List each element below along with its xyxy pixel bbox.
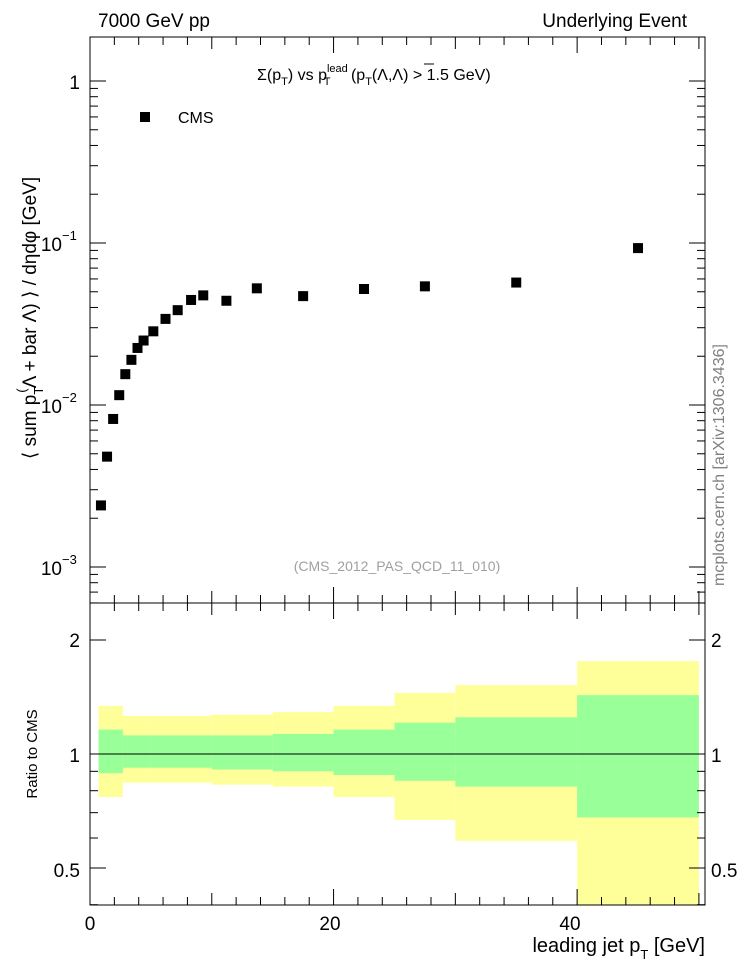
inner-band-segment: [272, 733, 334, 772]
data-point: [160, 313, 171, 324]
mcplots-watermark: mcplots.cern.ch [arXiv:1306.3436]: [711, 344, 728, 586]
inner-band-segment: [394, 722, 456, 781]
ratio-ytick-left-0.5: 0.5: [54, 861, 80, 882]
main-y-axis-label: ⟨ sum pT(Λ + bar Λ) ⟩ / dηdφ [GeV]: [14, 177, 46, 459]
data-point: [251, 283, 262, 294]
xtick-label-0: 0: [85, 914, 96, 935]
ratio-ytick-right-0.5: 0.5: [711, 861, 737, 882]
inner-band-segment: [98, 729, 123, 774]
main-axis-ticks: [89, 37, 705, 604]
inner-band-segment: [455, 717, 578, 787]
inner-band-segment: [577, 695, 699, 818]
data-point: [221, 295, 232, 306]
main-data-points: [95, 243, 644, 511]
data-point: [186, 294, 197, 305]
data-point: [298, 291, 309, 302]
ratio-ytick-left-1: 1: [69, 746, 80, 767]
data-point: [132, 342, 143, 353]
data-point: [172, 305, 183, 316]
data-point: [419, 281, 430, 292]
ratio-ytick-right-2: 2: [711, 631, 722, 652]
inner-band-segment: [211, 735, 273, 770]
xtick-label-20: 20: [319, 914, 340, 935]
main-plot: 1 10 −1 10 −2 10 −3 Σ(pT) vs plead T (pT(…: [14, 36, 706, 604]
data-point: [95, 500, 106, 511]
ratio-ytick-right-1: 1: [711, 746, 722, 767]
ratio-y-axis-label: Ratio to CMS: [24, 709, 41, 798]
data-point: [148, 326, 159, 337]
ratio-plot: 2 1 0.5 2 1 0.5 Ratio to CMS 0 20 40 lea…: [24, 602, 737, 962]
inner-band-segment: [333, 729, 395, 776]
x-axis-label: leading jet pT [GeV]: [532, 935, 705, 962]
ratio-uncertainty-bands: [98, 661, 699, 905]
ytick-exp-0.1: −1: [62, 228, 77, 243]
header-left-label: 7000 GeV pp: [98, 11, 210, 32]
data-point: [108, 413, 119, 424]
legend-marker: [140, 112, 150, 122]
data-point: [633, 243, 644, 254]
data-point: [120, 369, 131, 380]
inner-band-segment: [122, 735, 151, 768]
data-point: [114, 390, 125, 401]
ytick-label-0.1: 10: [41, 235, 62, 256]
ytick-label-0.001: 10: [41, 559, 62, 580]
ytick-label-1: 1: [69, 73, 80, 94]
ytick-label-0.01: 10: [41, 397, 62, 418]
chart-title: Σ(pT) vs plead T (pT(Λ,Λ) > 1.5 GeV): [257, 63, 491, 88]
header-right-label: Underlying Event: [542, 11, 687, 32]
data-point: [102, 451, 113, 462]
ratio-ytick-left-2: 2: [69, 631, 80, 652]
ratio-axis-ticks: [89, 603, 705, 906]
ytick-exp-0.001: −3: [62, 552, 77, 567]
ytick-exp-0.01: −2: [62, 390, 77, 405]
data-point: [359, 284, 370, 295]
legend-label: CMS: [178, 110, 214, 127]
inner-band-segment: [150, 735, 212, 768]
data-point: [198, 290, 209, 301]
data-point: [511, 277, 522, 288]
data-point: [126, 354, 137, 365]
xtick-label-40: 40: [559, 914, 580, 935]
data-point: [138, 335, 149, 346]
analysis-annotation: (CMS_2012_PAS_QCD_11_010): [294, 558, 501, 574]
